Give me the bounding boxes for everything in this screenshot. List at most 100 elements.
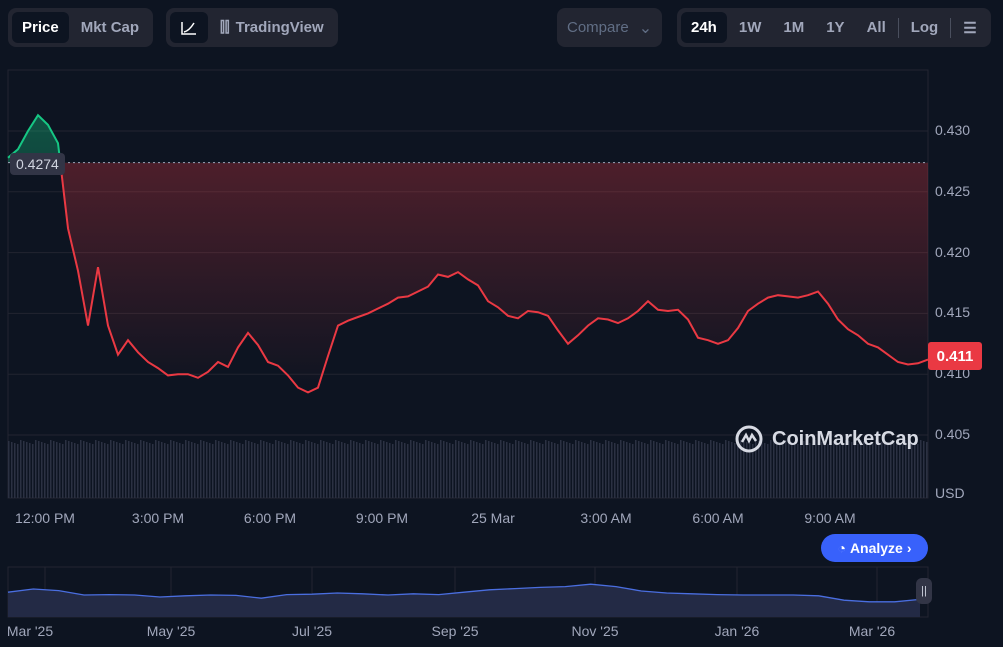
volume-bar [686, 442, 688, 498]
volume-bar [398, 441, 400, 498]
y-tick-label: 0.405 [935, 426, 971, 442]
x-tick-label: 25 Mar [471, 510, 515, 526]
range-toggle: 24h 1W 1M 1Y All Log ☰ [677, 8, 991, 47]
volume-bar [104, 443, 106, 498]
volume-bar [425, 440, 427, 498]
line-chart-icon[interactable] [170, 12, 208, 43]
volume-bar [521, 442, 523, 498]
volume-bar [581, 442, 583, 498]
volume-bar [863, 441, 865, 498]
volume-bar [914, 443, 916, 498]
volume-bar [107, 444, 109, 498]
volume-bar [401, 442, 403, 498]
volume-bar [176, 442, 178, 498]
coinmarketcap-logo-icon [735, 425, 763, 453]
volume-bar [776, 442, 778, 498]
volume-bar [395, 440, 397, 498]
volume-bar [902, 444, 904, 498]
volume-bar [908, 441, 910, 498]
volume-bar [341, 442, 343, 498]
volume-bar [449, 443, 451, 498]
volume-bar [404, 443, 406, 498]
volume-bar [752, 444, 754, 498]
volume-bar [875, 440, 877, 498]
volume-bar [350, 440, 352, 498]
volume-bar [767, 444, 769, 498]
volume-bar [632, 444, 634, 498]
price-tab[interactable]: Price [12, 12, 69, 43]
volume-bar [392, 444, 394, 498]
volume-bar [833, 441, 835, 498]
volume-bar [479, 443, 481, 498]
volume-bar [809, 443, 811, 498]
volume-bar [314, 443, 316, 498]
volume-bar [872, 444, 874, 498]
volume-bar [128, 441, 130, 498]
y-tick-label: 0.420 [935, 243, 971, 260]
volume-bar [362, 444, 364, 498]
volume-bar [131, 442, 133, 498]
volume-bar [152, 444, 154, 498]
volume-bar [371, 442, 373, 498]
volume-bar [599, 443, 601, 498]
price-area-down [8, 162, 928, 393]
volume-bar [44, 443, 46, 498]
volume-bar [380, 440, 382, 498]
range-24h[interactable]: 24h [681, 12, 727, 43]
volume-bar [614, 443, 616, 498]
navigator-tick-label: Mar '26 [848, 623, 896, 639]
navigator-tick-label: Nov '25 [571, 623, 619, 639]
volume-bar [257, 444, 259, 498]
analyze-button[interactable]: ◔ Analyze › [821, 534, 928, 562]
volume-bar [689, 443, 691, 498]
range-1y[interactable]: 1Y [826, 19, 845, 36]
volume-bar [338, 441, 340, 498]
volume-bar [509, 443, 511, 498]
tradingview-button[interactable]: ⫿⫿ TradingView [210, 12, 334, 43]
volume-bar [281, 442, 283, 498]
volume-bar [335, 440, 337, 498]
volume-bar [584, 443, 586, 498]
volume-bar [560, 440, 562, 498]
volume-bar [260, 440, 262, 498]
volume-bar [653, 441, 655, 498]
volume-bar [461, 442, 463, 498]
volume-bar [551, 442, 553, 498]
volume-bar [191, 442, 193, 498]
volume-bar [428, 441, 430, 498]
volume-bar [68, 441, 70, 498]
volume-bar [446, 442, 448, 498]
volume-bar [53, 441, 55, 498]
range-all[interactable]: All [866, 19, 886, 36]
volume-bar [881, 442, 883, 498]
chevron-down-icon: ⌄ [638, 19, 653, 37]
log-toggle[interactable]: Log [910, 19, 939, 36]
volume-bar [593, 441, 595, 498]
volume-bar [83, 441, 85, 498]
volume-bar [239, 443, 241, 498]
volume-bar [440, 440, 442, 498]
volume-bar [839, 443, 841, 498]
compare-dropdown[interactable]: Compare ⌄ [557, 8, 663, 47]
volume-bar [836, 442, 838, 498]
volume-bar [173, 441, 175, 498]
volume-bar [488, 441, 490, 498]
volume-bar [674, 443, 676, 498]
volume-bar [320, 440, 322, 498]
volume-bar [530, 440, 532, 498]
volume-bar [587, 444, 589, 498]
price-chart[interactable] [0, 60, 1003, 640]
volume-bar [866, 442, 868, 498]
volume-bar [665, 440, 667, 498]
settings-sliders-icon[interactable]: ☰ [963, 19, 977, 37]
volume-bar [245, 440, 247, 498]
volume-bar [332, 444, 334, 498]
volume-bar [407, 444, 409, 498]
navigator-drag-handle[interactable]: || [916, 578, 932, 604]
volume-bar [650, 440, 652, 498]
mkt-cap-tab[interactable]: Mkt Cap [80, 19, 140, 36]
volume-bar [8, 441, 10, 498]
range-1w[interactable]: 1W [738, 19, 762, 36]
range-1m[interactable]: 1M [783, 19, 805, 36]
volume-bar [317, 444, 319, 498]
